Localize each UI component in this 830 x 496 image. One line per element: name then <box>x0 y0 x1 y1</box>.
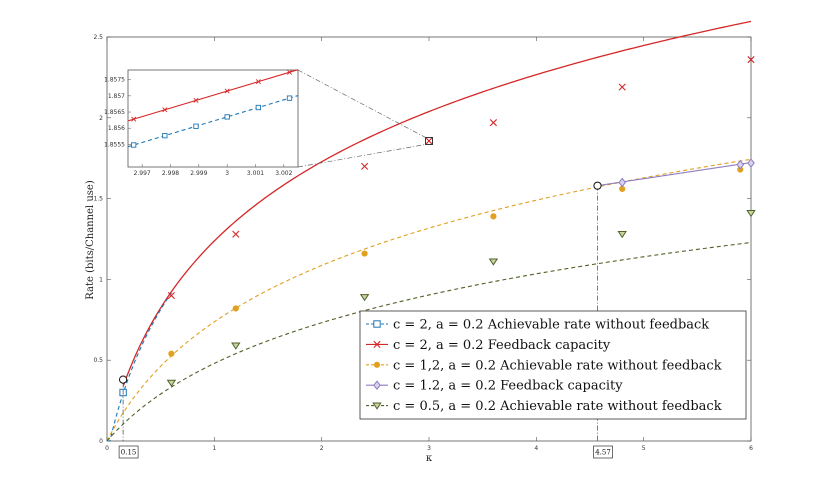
inset-series-line <box>127 95 299 148</box>
legend-entry-label: c = 1.2, a = 0.2 Feedback capacity <box>393 379 623 394</box>
inset-y-tick-label: 1.857 <box>108 93 125 100</box>
threshold-annotations: 0.15 4.57 <box>118 181 613 459</box>
series-marker-diamond <box>373 380 381 391</box>
series-marker-diamond <box>618 177 627 188</box>
series-marker-x <box>489 119 497 127</box>
series-marker-triangle <box>372 402 382 410</box>
zoom-region-box <box>425 137 433 145</box>
series-marker-diamond <box>747 158 755 168</box>
series-marker-x <box>361 162 369 170</box>
inset-marker-x <box>131 116 137 122</box>
series-marker-dot <box>373 361 381 368</box>
threshold-label-box <box>118 445 139 459</box>
series-marker-diamond <box>736 159 745 170</box>
inset-marker-square <box>224 114 230 120</box>
series-marker-square <box>373 320 381 328</box>
curves <box>106 20 752 442</box>
x-tick-label: 1 <box>212 445 216 452</box>
y-tick-label: 0.5 <box>93 357 103 364</box>
inset-marker-square <box>193 123 199 129</box>
inset-x-tick-label: 3.001 <box>247 170 264 177</box>
legend-entry-label: c = 0.5, a = 0.2 Achievable rate without… <box>393 399 722 414</box>
series-marker-x <box>747 56 755 64</box>
series-line <box>106 241 752 442</box>
series-marker-triangle <box>617 231 627 239</box>
inset-y-tick-label: 1.8575 <box>104 77 125 84</box>
legend: c = 2, a = 0.2 Achievable rate without f… <box>359 310 747 420</box>
inset-x-tick-label: 3.002 <box>275 170 292 177</box>
y-tick-label: 1.5 <box>93 196 103 203</box>
y-tick-label: 2.5 <box>93 34 103 41</box>
series-marker-dot <box>168 350 175 357</box>
series-marker-dot <box>361 250 368 257</box>
inset-marker-square <box>286 95 293 101</box>
legend-entry-label: c = 2, a = 0.2 Feedback capacity <box>393 338 611 353</box>
y-tick-label: 1 <box>99 276 103 283</box>
x-tick-label: 5 <box>642 445 646 452</box>
legend-entry-label: c = 1,2, a = 0.2 Achievable rate without… <box>393 358 722 373</box>
legend-entry-label: c = 2, a = 0.2 Achievable rate without f… <box>393 318 709 333</box>
x-tick-label: 2 <box>320 445 324 452</box>
series-marker-dot <box>232 305 239 312</box>
zoom-inset: 2.997 2.998 2.999 3 3.001 3.002 1.8555 1.856 1.8… <box>104 69 433 177</box>
inset-frame <box>127 69 299 168</box>
markers <box>119 56 756 397</box>
inset-marker-square <box>162 132 168 139</box>
inset-marker-x <box>193 97 199 103</box>
axes: 0 1 2 3 4 5 6 0 0.5 1 1.5 2 2.5 <box>93 34 753 452</box>
threshold-label: 4.57 <box>595 449 611 457</box>
inset-marker-x <box>162 107 168 113</box>
series-marker-triangle <box>488 258 499 266</box>
inset-y-tick-label: 1.8565 <box>104 109 125 116</box>
inset-x-tick-label: 3 <box>225 170 229 177</box>
x-axis-label: κ <box>426 453 433 464</box>
inset-x-tick-label: 2.997 <box>134 170 151 177</box>
series-marker-x <box>232 230 240 238</box>
inset-series-line <box>127 69 299 122</box>
inset-marker-square <box>131 142 137 148</box>
inset-marker-x <box>224 88 230 94</box>
series-marker-triangle <box>359 294 370 302</box>
zoom-connector-line <box>297 144 426 168</box>
y-tick-label: 0 <box>99 438 103 445</box>
y-tick-label: 2 <box>99 115 103 122</box>
inset-marker-square <box>255 104 261 111</box>
y-axis-label: Rate (bits/Channel use) <box>85 180 96 300</box>
inset-x-tick-label: 2.999 <box>190 170 207 177</box>
series-marker-dot <box>490 213 497 220</box>
threshold-point <box>119 375 128 384</box>
inset-marker-x <box>286 69 293 75</box>
series-marker-x <box>425 137 433 145</box>
threshold-point <box>593 181 602 190</box>
x-tick-label: 6 <box>749 445 753 452</box>
series-line <box>106 158 752 442</box>
zoom-connector-line <box>297 69 426 138</box>
series-line <box>122 20 752 387</box>
x-tick-label: 3 <box>427 445 431 452</box>
inset-y-tick-label: 1.856 <box>108 125 125 132</box>
legend-box <box>359 310 747 420</box>
x-tick-label: 4 <box>534 445 538 452</box>
inset-x-tick-label: 2.998 <box>162 170 179 177</box>
series-marker-triangle <box>746 210 756 218</box>
threshold-label-box <box>593 445 613 459</box>
x-tick-label: 0 <box>105 445 109 452</box>
inset-y-tick-label: 1.8555 <box>104 141 125 148</box>
series-marker-triangle <box>231 342 241 350</box>
inset-marker-x <box>255 79 261 85</box>
threshold-label: 0.15 <box>121 449 137 457</box>
series-marker-x <box>618 83 626 91</box>
series-marker-x <box>167 291 175 300</box>
series-marker-triangle <box>166 379 177 387</box>
series-marker-x <box>373 340 381 348</box>
